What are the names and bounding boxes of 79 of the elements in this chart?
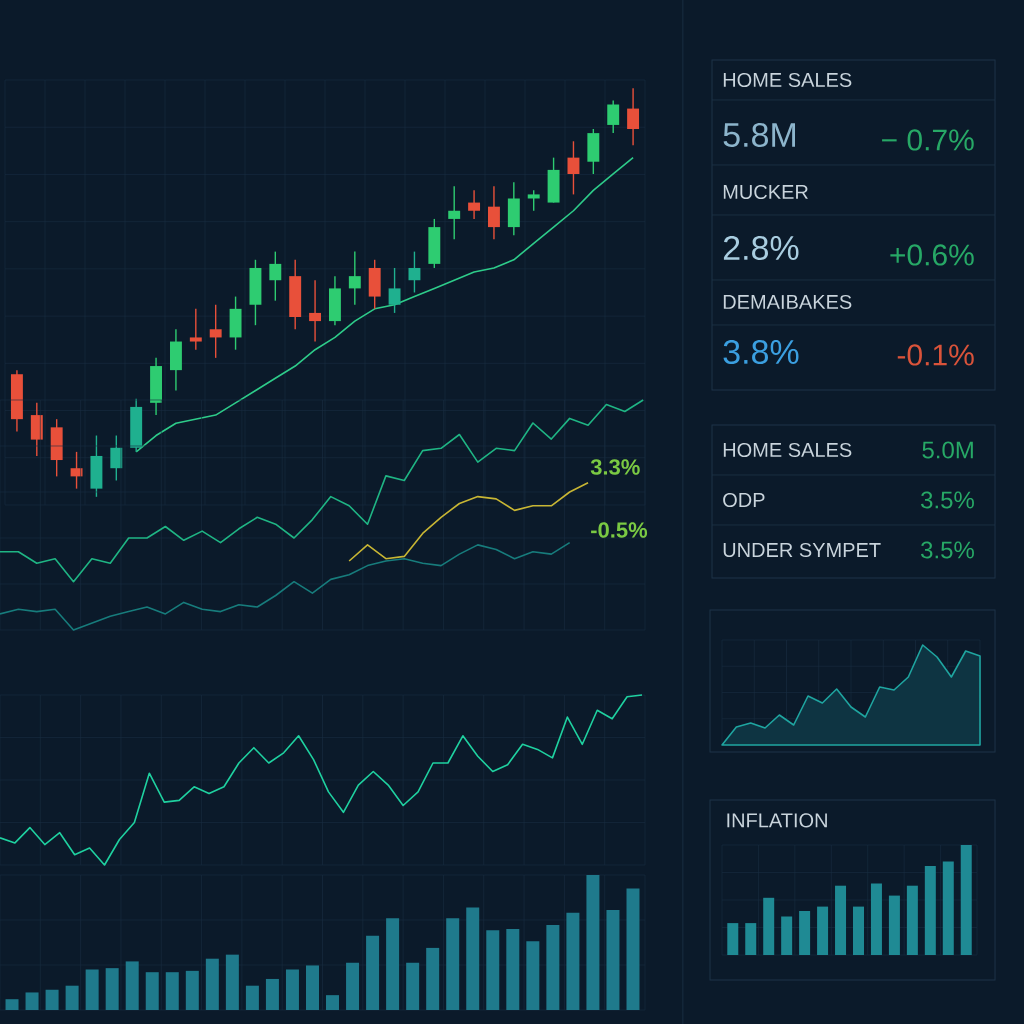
bar [446,918,460,1010]
bar [105,968,119,1010]
candlestick [607,99,620,134]
bar [506,929,520,1010]
bar [366,935,380,1010]
bar [45,989,59,1010]
bar [745,923,757,955]
bar [386,918,400,1010]
bar [285,969,299,1010]
bar [566,912,580,1010]
candlestick [448,185,461,241]
text: DEMAIBAKES [723,294,852,310]
candlestick [348,250,361,306]
bar [185,970,199,1010]
bar [546,924,560,1010]
bar [165,972,179,1010]
text: 5.8M [723,122,796,148]
candlestick [468,189,481,220]
bar [835,885,847,955]
bar [781,916,793,955]
annotation: -0.5% [591,522,648,538]
bar [346,962,360,1010]
candlestick [209,304,222,359]
bar [145,972,159,1010]
chart-title: INFLATION [727,813,827,828]
bar [817,906,829,955]
bar [426,947,440,1010]
text: HOME SALES [723,72,852,88]
candlestick [70,451,83,490]
candlestick [189,308,202,351]
bar [606,910,620,1010]
text: -0.1% [897,344,974,366]
text: HOME SALES [723,442,852,458]
annotation: 3.3% [590,459,640,475]
text: 2.8% [723,235,799,261]
bar [526,941,540,1010]
bar [626,888,640,1010]
text: MUCKER [723,184,808,200]
bar [205,958,219,1010]
text: − 0.7% [882,129,974,151]
bar [125,961,139,1010]
text: UNDER SYMPET [723,542,881,558]
bar [65,985,79,1010]
text: ODP [723,492,765,508]
bar [586,875,600,1010]
text: 3.5% [921,491,974,509]
candlestick [567,140,580,196]
bar [265,978,279,1010]
candlestick [627,87,640,147]
candlestick [408,250,421,294]
bar [942,861,954,955]
candlestick [527,189,540,212]
bar [924,865,936,955]
bar [906,885,918,955]
text: 5.0M [922,441,973,459]
bar [25,992,39,1010]
bar [763,897,775,955]
bar [466,907,480,1010]
bar [85,969,99,1010]
bar [406,962,420,1010]
text: 3.8% [723,339,799,365]
bar [888,895,900,955]
bar [5,999,19,1010]
bar [245,985,259,1010]
bar [486,930,500,1010]
text: 3.5% [921,541,974,559]
bar [799,911,811,955]
text: +0.6% [890,244,974,266]
candlestick [269,250,282,302]
bar [225,954,239,1010]
bar [960,845,972,955]
bar [305,965,319,1010]
bar [852,906,864,955]
bar [727,923,739,955]
candlestick [309,279,322,343]
candlestick [487,185,500,241]
bar [326,995,340,1010]
bar [870,883,882,955]
candlestick [388,267,401,314]
